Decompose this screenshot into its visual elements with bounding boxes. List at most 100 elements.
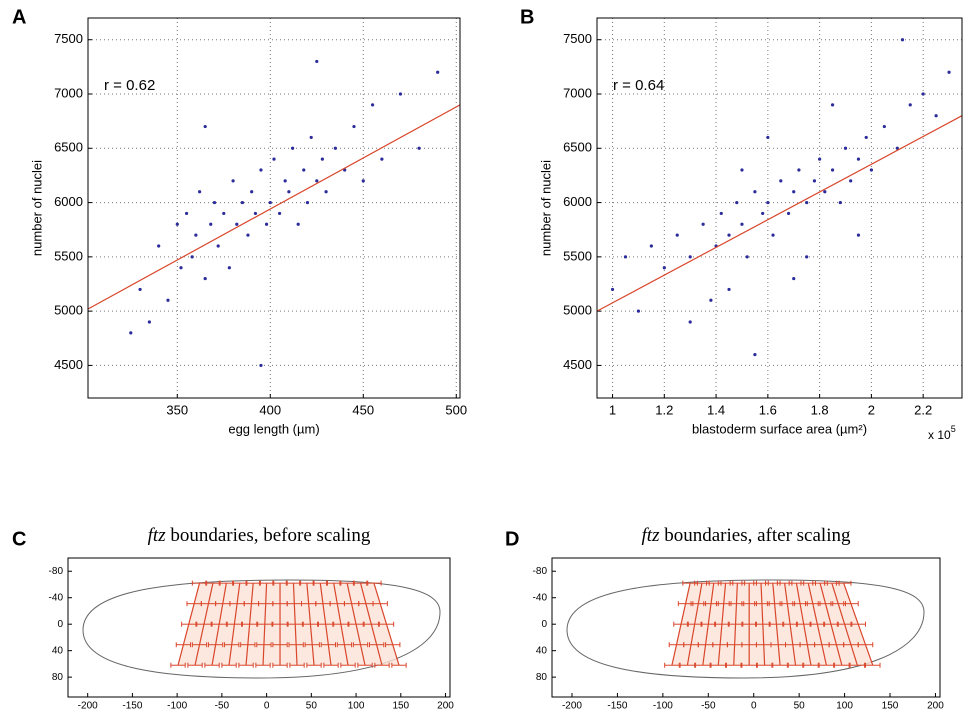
error-bar	[834, 662, 850, 668]
data-point	[246, 233, 250, 237]
data-point	[212, 200, 217, 205]
y-tick-label: 5500	[54, 248, 83, 263]
x-tick-label: -150	[607, 701, 627, 712]
x-tick-label: -150	[122, 701, 142, 712]
error-bar	[304, 642, 320, 648]
data-point	[179, 266, 183, 270]
y-tick-label: -80	[49, 566, 64, 577]
error-bar	[187, 662, 203, 668]
data-point	[302, 168, 306, 172]
error-bar	[289, 662, 305, 668]
error-bar	[181, 621, 197, 627]
error-bar	[240, 642, 256, 648]
error-bar	[850, 621, 866, 627]
x-axis-label: blastoderm surface area (µm²)	[692, 421, 867, 436]
error-bar	[366, 580, 382, 586]
data-point	[709, 298, 713, 302]
y-axis-label: number of nuclei	[538, 160, 553, 256]
data-point	[203, 124, 207, 129]
error-bar	[191, 642, 208, 648]
data-point	[856, 233, 861, 237]
y-tick-label: 7500	[54, 31, 83, 46]
data-point	[856, 157, 861, 161]
error-bar	[272, 662, 288, 668]
error-bar	[710, 662, 727, 668]
data-point	[805, 255, 809, 259]
data-point	[727, 287, 731, 292]
fit-line	[87, 104, 461, 310]
error-bar	[664, 662, 680, 668]
y-tick-label: 7000	[563, 85, 592, 100]
data-point	[900, 38, 905, 42]
multiplier-exponent: 5	[951, 424, 956, 434]
error-bar	[363, 621, 379, 627]
error-bar	[317, 621, 334, 627]
data-point	[259, 168, 263, 172]
error-bar	[287, 621, 303, 627]
y-tick-label: 40	[52, 645, 64, 656]
data-point	[812, 179, 817, 183]
x-tick-label: 450	[352, 402, 374, 417]
error-bar	[843, 601, 859, 607]
data-point	[250, 190, 254, 194]
data-point	[272, 157, 276, 161]
title-text: boundaries, before scaling	[170, 525, 370, 546]
data-point	[198, 190, 202, 194]
x-tick-label: 500	[445, 402, 467, 417]
data-point	[838, 200, 842, 205]
data-point	[147, 320, 151, 324]
data-point	[688, 320, 692, 324]
error-bar	[241, 621, 258, 627]
x-tick-label: -100	[167, 701, 187, 712]
data-point	[895, 146, 899, 150]
plot-frame	[67, 557, 451, 698]
data-point	[222, 211, 226, 216]
error-bar	[756, 662, 773, 668]
x-tick-label: 50	[306, 701, 318, 712]
y-tick-label: 5500	[563, 248, 592, 263]
data-point	[792, 276, 796, 281]
error-bar	[211, 621, 227, 627]
data-point	[623, 255, 628, 259]
y-tick-label: 6500	[54, 140, 83, 155]
data-point	[291, 146, 295, 150]
panel-letter: C	[12, 528, 26, 550]
y-tick-label: 4500	[563, 357, 592, 372]
x-tick-label: 1.4	[707, 402, 725, 417]
data-point	[779, 179, 783, 183]
data-point	[805, 200, 809, 205]
error-bar	[256, 642, 272, 648]
y-tick-label: 5000	[563, 303, 592, 318]
data-point	[719, 211, 723, 216]
y-tick-label: 80	[52, 672, 64, 683]
y-tick-label: 0	[57, 619, 63, 630]
data-point	[129, 331, 133, 335]
x-axis-label: egg length (µm)	[228, 421, 319, 436]
data-point	[830, 103, 835, 107]
error-bar	[391, 662, 407, 668]
y-tick-label: 40	[536, 645, 548, 656]
data-point	[740, 222, 744, 226]
plot-area	[88, 18, 460, 398]
error-bar	[352, 642, 369, 648]
data-point	[287, 190, 291, 194]
data-point	[830, 168, 835, 172]
data-point	[361, 179, 365, 183]
x-tick-label: -100	[653, 701, 673, 712]
x-tick-label: 0	[751, 701, 757, 712]
data-point	[436, 70, 440, 74]
x-tick-label: 1.8	[811, 402, 829, 417]
x-tick-label: 100	[836, 701, 853, 712]
y-axis-label: number of nuclei	[29, 160, 44, 256]
data-point	[786, 211, 791, 216]
error-bar	[288, 642, 304, 648]
data-point	[766, 200, 770, 205]
error-bar	[857, 642, 874, 648]
data-point	[305, 200, 310, 205]
data-point	[277, 211, 282, 216]
x-tick-label: 2	[868, 402, 875, 417]
x-tick-label: -50	[701, 701, 716, 712]
x-tick-label: 50	[794, 701, 806, 712]
error-bar	[255, 662, 271, 668]
plot-frame	[596, 17, 963, 399]
